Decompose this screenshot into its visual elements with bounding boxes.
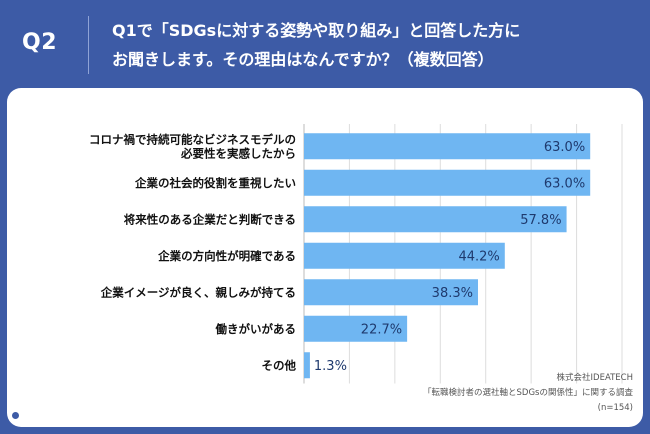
- category-label: 将来性のある企業だと判断できる: [124, 212, 296, 226]
- bar-chart: 63.0% コロナ禍で持続可能なビジネスモデルの必要性を実感したから 63.0% 企業…: [89, 124, 633, 413]
- logo-text: リサピー: [27, 408, 83, 424]
- category-label-line: その他: [262, 358, 297, 372]
- category-label-line: 働きがいがある: [215, 322, 297, 336]
- category-label-line: 企業の社会的役割を重視したい: [134, 176, 296, 190]
- bar: [304, 133, 591, 160]
- category-label: 企業の社会的役割を重視したい: [134, 176, 296, 190]
- bar: [304, 169, 591, 196]
- category-label-line: 企業イメージが良く、親しみが持てる: [100, 285, 296, 299]
- header: Q2 Q1で「SDGsに対する姿勢や取り組み」と回答した方に お聞きします。その…: [0, 0, 650, 88]
- value-label: 44.2%: [458, 249, 499, 264]
- label-layer: 63.0% コロナ禍で持続可能なビジネスモデルの必要性を実感したから 63.0% 企業…: [89, 132, 585, 374]
- category-label-line: コロナ禍で持続可能なビジネスモデルの: [89, 132, 296, 146]
- bar: [304, 279, 478, 306]
- value-label: 63.0%: [544, 176, 585, 191]
- question-title-line-2: お聞きします。その理由はなんですか？（複数回答）: [112, 50, 494, 69]
- value-label: 1.3%: [314, 359, 347, 374]
- category-label: その他: [262, 358, 297, 372]
- lisapi-logo-icon: [8, 407, 23, 423]
- value-label: 63.0%: [544, 140, 585, 155]
- chart-panel: 63.0% コロナ禍で持続可能なビジネスモデルの必要性を実感したから 63.0% 企業…: [7, 88, 643, 427]
- value-label: 38.3%: [432, 286, 473, 301]
- value-label: 57.8%: [520, 213, 561, 228]
- header-divider: [88, 16, 89, 74]
- category-label: 企業の方向性が明確である: [157, 249, 296, 263]
- question-title-line-1: Q1で「SDGsに対する姿勢や取り組み」と回答した方に: [112, 21, 521, 40]
- lisapi-logo: リサピー: [8, 405, 83, 425]
- question-label: Q2: [22, 30, 58, 55]
- bar-layer: [304, 133, 591, 379]
- credit-survey: 「転職検討者の選社軸とSDGsの関係性」に関する調査: [423, 387, 633, 398]
- bar: [304, 315, 408, 342]
- credit-company: 株式会社IDEATECH: [557, 372, 633, 383]
- bar: [304, 352, 310, 379]
- bar: [304, 206, 567, 233]
- category-label-line: 将来性のある企業だと判断できる: [124, 212, 296, 226]
- category-label: 働きがいがある: [215, 322, 297, 336]
- category-label: コロナ禍で持続可能なビジネスモデルの必要性を実感したから: [89, 132, 296, 160]
- credit-sample-size: (n=154): [598, 403, 633, 413]
- category-label-line: 必要性を実感したから: [180, 146, 296, 160]
- value-label: 22.7%: [361, 322, 402, 337]
- category-label-line: 企業の方向性が明確である: [157, 249, 296, 263]
- question-title: Q1で「SDGsに対する姿勢や取り組み」と回答した方に お聞きします。その理由は…: [112, 16, 642, 74]
- bar: [304, 242, 505, 269]
- category-label: 企業イメージが良く、親しみが持てる: [100, 285, 296, 299]
